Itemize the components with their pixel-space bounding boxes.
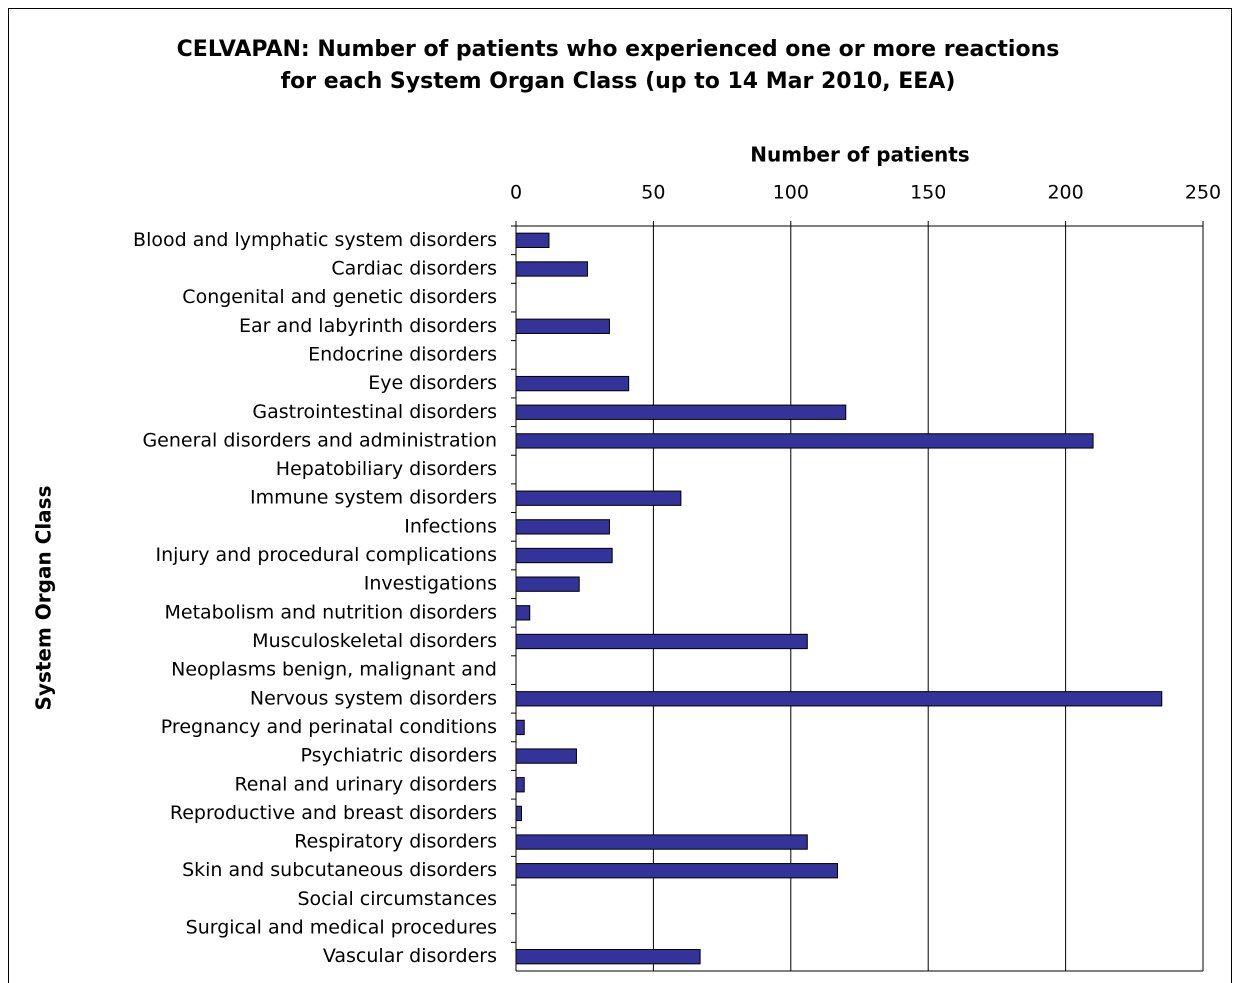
- y-tick-label: Pregnancy and perinatal conditions: [161, 716, 497, 738]
- y-tick-label: General disorders and administration: [142, 429, 497, 451]
- y-tick-label: Respiratory disorders: [294, 831, 497, 853]
- bar: [515, 805, 522, 822]
- y-tick-label: Immune system disorders: [250, 487, 497, 509]
- chart-title: CELVAPAN: Number of patients who experie…: [176, 37, 1060, 94]
- y-tick-label: Injury and procedural complications: [155, 544, 497, 566]
- y-tick-label: Surgical and medical procedures: [186, 917, 497, 939]
- bar: [515, 404, 847, 420]
- bar: [515, 777, 525, 793]
- y-tick-label: Cardiac disorders: [331, 257, 497, 279]
- y-tick-label: Skin and subcutaneous disorders: [182, 859, 497, 881]
- y-tick-label: Investigations: [364, 573, 497, 595]
- y-tick-label: Endocrine disorders: [308, 343, 497, 365]
- bar: [515, 375, 630, 392]
- x-axis-label: Number of patients: [750, 143, 969, 167]
- bar: [515, 547, 613, 564]
- y-tick-label: Eye disorders: [368, 372, 497, 394]
- y-tick-label: Blood and lymphatic system disorders: [133, 229, 497, 251]
- x-tick-label: 150: [910, 182, 946, 204]
- bar: [515, 949, 701, 965]
- y-tick-label: Hepatobiliary disorders: [276, 458, 497, 480]
- y-tick-label: Gastrointestinal disorders: [252, 401, 497, 423]
- bar: [515, 490, 682, 506]
- y-tick-label: Metabolism and nutrition disorders: [164, 601, 497, 623]
- y-tick-label: Nervous system disorders: [250, 687, 497, 709]
- y-tick-label: Psychiatric disorders: [300, 745, 497, 767]
- bar: [515, 834, 808, 850]
- x-tick-label: 200: [1047, 182, 1083, 204]
- y-tick-label: Musculoskeletal disorders: [252, 630, 497, 652]
- bar: [515, 691, 1163, 707]
- bar: [515, 519, 610, 535]
- y-tick-label: Ear and labyrinth disorders: [239, 315, 497, 337]
- y-tick-label: Congenital and genetic disorders: [182, 286, 497, 308]
- y-axis-label: System Organ Class: [32, 486, 56, 711]
- x-tick-label: 50: [641, 182, 665, 204]
- chart-border: [8, 8, 1232, 983]
- bar: [515, 863, 839, 879]
- y-tick-label: Social circumstances: [297, 888, 497, 910]
- bar: [515, 748, 577, 764]
- x-tick-label: 250: [1185, 182, 1221, 204]
- bar: [515, 232, 550, 248]
- x-tick-label: 100: [773, 182, 809, 204]
- bar: [515, 433, 1094, 449]
- x-tick-label: 0: [510, 182, 522, 204]
- bar: [515, 261, 588, 277]
- bar: [515, 633, 808, 650]
- bar: [515, 318, 610, 334]
- y-tick-label: Neoplasms benign, malignant and: [171, 659, 497, 681]
- bar: [515, 719, 525, 736]
- bar: [515, 576, 580, 592]
- y-tick-label: Infections: [404, 515, 497, 537]
- y-tick-label: Vascular disorders: [323, 945, 497, 967]
- bar: [515, 605, 531, 621]
- y-tick-label: Reproductive and breast disorders: [170, 802, 497, 824]
- y-tick-label: Renal and urinary disorders: [234, 773, 497, 795]
